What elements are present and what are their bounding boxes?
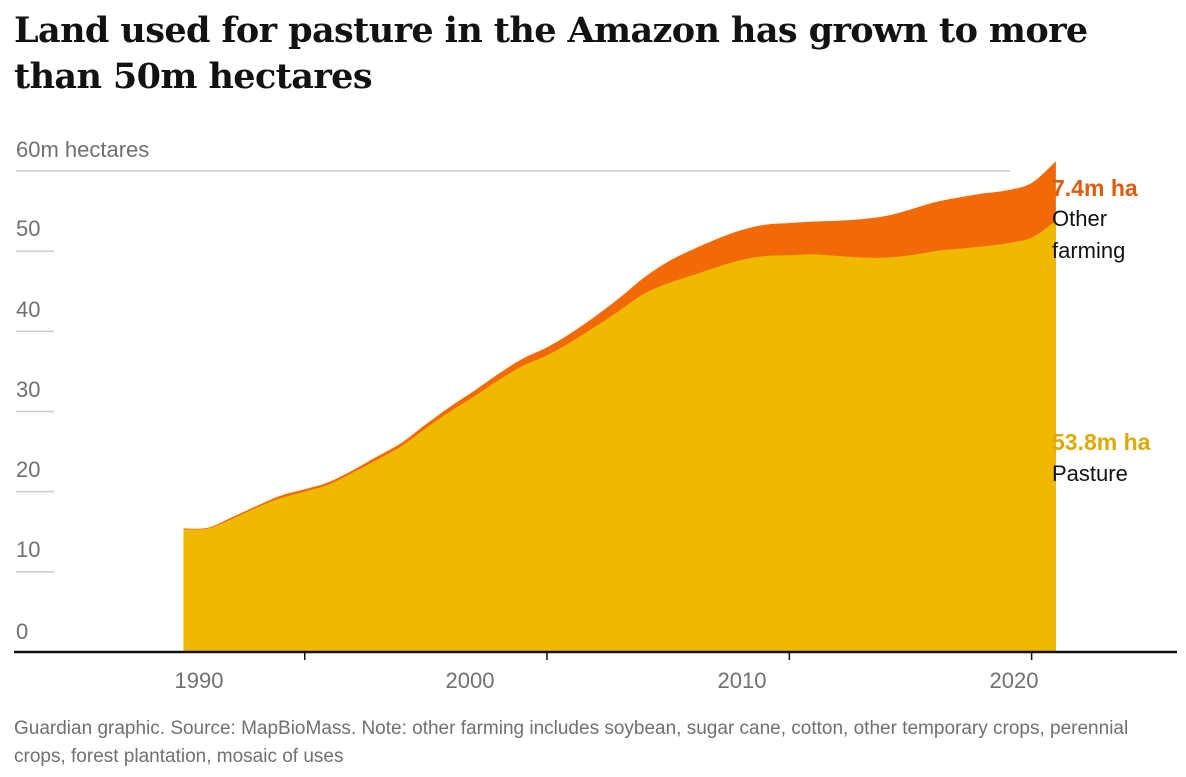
pasture-name-label: Pasture [1052,461,1128,486]
other-farming-name-label: farming [1052,238,1126,263]
x-axis-ticks [304,652,1033,660]
x-tick-label: 2010 [717,668,767,693]
source-footnote: Guardian graphic. Source: MapBioMass. No… [14,718,1129,767]
y-tick-label: 40 [16,297,41,322]
other-farming-value-label: 7.4m ha [1052,175,1138,201]
pasture-value-label: 53.8m ha [1052,429,1151,455]
y-tick-label: 20 [16,457,41,482]
gridlines [16,170,1010,573]
y-axis-top-label: 60m hectares [16,137,150,162]
y-tick-label: 30 [16,377,41,402]
chart-title: Land used for pasture in the Amazon has … [14,10,1088,97]
y-tick-label: 10 [16,537,41,562]
other-farming-name-label: Other [1052,206,1108,231]
pasture-area [183,220,1056,652]
y-tick-label: 0 [16,619,29,644]
x-tick-label: 2020 [989,668,1039,693]
y-tick-label: 50 [16,216,41,241]
x-tick-label: 1990 [174,668,224,693]
x-tick-label: 2000 [445,668,495,693]
